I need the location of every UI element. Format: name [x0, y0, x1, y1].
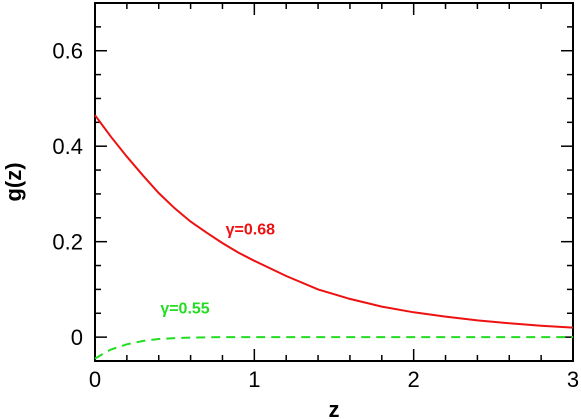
y-tick-label: 0 [71, 325, 83, 350]
series-annotation-2: γ=0.55 [160, 300, 209, 317]
x-tick-label: 0 [89, 367, 101, 392]
series-annotation-1: γ=0.68 [226, 222, 275, 239]
axis-ticks [94, 2, 574, 362]
axis-tick-labels: 0 1 2 3 0 0.2 0.4 0.6 [52, 39, 579, 392]
series-line-1 [94, 114, 574, 329]
y-tick-label: 0.2 [52, 230, 83, 255]
x-axis-label: z [329, 397, 340, 419]
x-tick-label: 2 [408, 367, 420, 392]
series-annotations: γ=0.68 γ=0.55 [160, 222, 275, 318]
plot-frame [94, 2, 574, 362]
series-lines [94, 114, 574, 360]
x-tick-label: 3 [567, 367, 579, 392]
y-axis-label: g(z) [1, 162, 26, 201]
y-tick-label: 0.4 [52, 134, 83, 159]
x-tick-label: 1 [248, 367, 260, 392]
series-line-2 [94, 336, 573, 360]
y-tick-label: 0.6 [52, 39, 83, 64]
